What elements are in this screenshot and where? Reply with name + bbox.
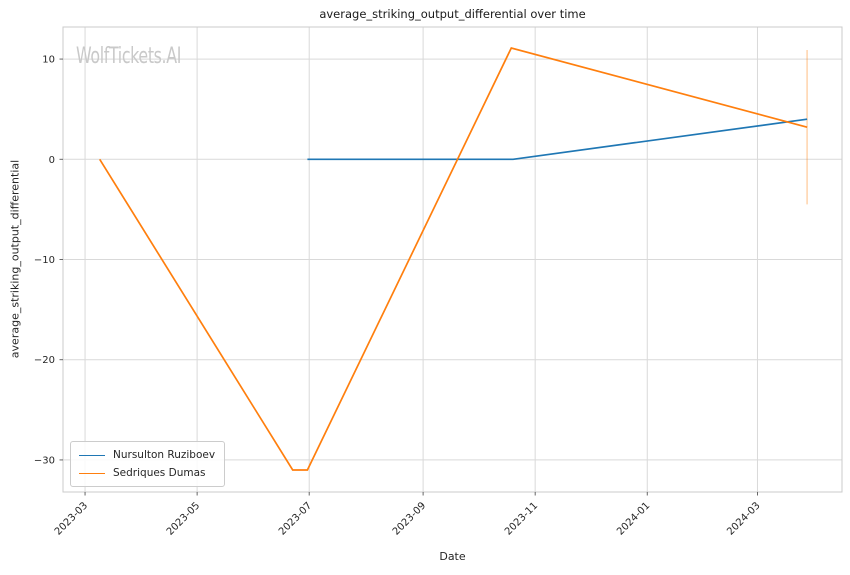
x-tick-label: 2023-03 (53, 500, 90, 537)
y-tick-label: −30 (34, 455, 55, 466)
legend-label: Nursulton Ruziboev (113, 449, 216, 461)
legend-label: Sedriques Dumas (113, 467, 206, 479)
y-tick-label: −20 (34, 355, 55, 366)
x-tick-label: 2023-07 (277, 500, 314, 537)
x-tick-label: 2023-05 (165, 500, 202, 537)
series-line-0 (307, 118, 808, 161)
y-tick-label: 0 (49, 155, 55, 166)
y-tick-label: 10 (42, 55, 55, 66)
legend-line-swatch (79, 472, 105, 474)
x-tick-label: 2023-11 (503, 500, 540, 537)
series-line-1 (98, 46, 808, 471)
x-tick-label: 2024-03 (725, 500, 762, 537)
legend: Nursulton Ruziboev Sedriques Dumas (70, 441, 226, 487)
y-axis-label: average_striking_output_differential (8, 159, 22, 359)
legend-item: Nursulton Ruziboev (79, 446, 215, 464)
chart-title: average_striking_output_differential ove… (319, 7, 586, 21)
y-tick-label: −10 (34, 255, 55, 266)
x-tick-label: 2024-01 (615, 500, 652, 537)
x-tick-label: 2023-09 (391, 500, 428, 537)
legend-item: Sedriques Dumas (79, 464, 215, 482)
x-axis-label: Date (439, 550, 466, 563)
legend-line-swatch (79, 454, 105, 456)
watermark: WolfTickets.AI (76, 44, 182, 69)
